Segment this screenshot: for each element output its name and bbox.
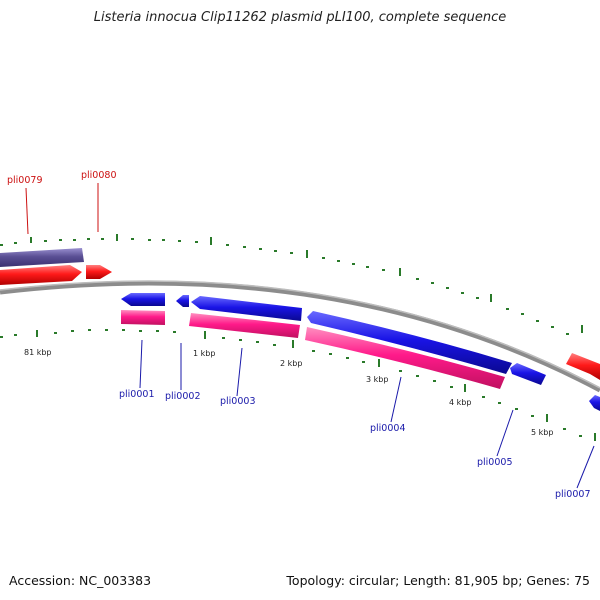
backbone-circle (0, 280, 600, 393)
gene-arrow-pli0007 (589, 395, 600, 411)
gene-label-pli0001: pli0001 (119, 389, 155, 400)
gene-bar-pink-2 (189, 313, 300, 338)
map-title: Listeria innocua Clip11262 plasmid pLI10… (93, 10, 507, 25)
gene-bar-pink-3 (305, 327, 505, 389)
gene-arrow-red-right (566, 353, 600, 380)
gene-bar-pink-1 (121, 310, 165, 325)
scale-label-3kbp: 3 kbp (366, 375, 388, 384)
gene-label-pli0002: pli0002 (165, 391, 201, 402)
gene-label-pli0003: pli0003 (220, 396, 256, 407)
gene-arrow-pli0005 (510, 363, 546, 385)
gene-arrow-pli0002 (176, 295, 189, 307)
gene-label-pli0005: pli0005 (477, 457, 513, 468)
gene-arrow-purple (0, 248, 84, 267)
gene-arrow-red-pli0079 (0, 265, 82, 285)
gene-labels: pli0079 pli0080 pli0001 pli0002 pli0003 … (7, 170, 591, 500)
inner-tick-ring (0, 329, 596, 441)
gene-label-pli0079: pli0079 (7, 175, 43, 186)
outer-tick-ring (0, 234, 583, 335)
gene-label-pli0004: pli0004 (370, 423, 406, 434)
topology-summary: Topology: circular; Length: 81,905 bp; G… (286, 573, 590, 588)
gene-arrow-pli0003 (191, 296, 302, 321)
scale-labels: 81 kbp 1 kbp 2 kbp 3 kbp 4 kbp 5 kbp (24, 348, 553, 437)
scale-label-5kbp: 5 kbp (531, 428, 553, 437)
scale-label-4kbp: 4 kbp (449, 398, 471, 407)
scale-label-1kbp: 1 kbp (193, 349, 215, 358)
gene-label-pli0080: pli0080 (81, 170, 117, 181)
gene-label-pli0007: pli0007 (555, 489, 591, 500)
scale-label-2kbp: 2 kbp (280, 359, 302, 368)
scale-label-81kbp: 81 kbp (24, 348, 52, 357)
accession-text: Accession: NC_003383 (9, 573, 152, 588)
leader-lines (25, 183, 595, 489)
gene-arrow-red-pli0080 (86, 265, 112, 279)
gene-arrow-pli0004 (307, 311, 512, 374)
gene-arrow-pli0001 (121, 293, 165, 306)
